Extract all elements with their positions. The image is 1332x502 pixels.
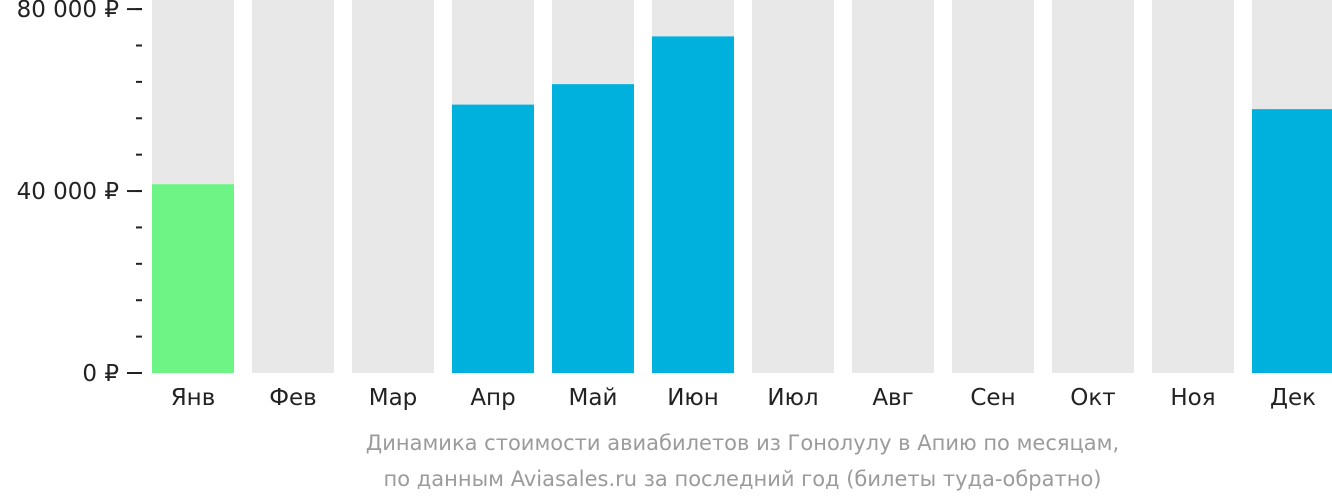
bar-background-10 — [1052, 0, 1134, 373]
bars — [152, 0, 1332, 374]
bar-background-3 — [352, 0, 434, 373]
x-tick-label-10: Окт — [1070, 385, 1115, 411]
x-tick-label-8: Авг — [872, 385, 913, 411]
bar-background-9 — [952, 0, 1034, 373]
bar-12 — [1252, 109, 1332, 374]
bar-background-8 — [852, 0, 934, 373]
bar-background-11 — [1152, 0, 1234, 373]
x-tick-label-2: Фев — [269, 385, 317, 411]
x-tick-label-4: Апр — [470, 385, 515, 411]
x-tick-label-3: Мар — [369, 385, 418, 411]
bar-5 — [552, 84, 634, 373]
bar-background-7 — [752, 0, 834, 373]
bar-6 — [652, 36, 734, 373]
x-tick-label-1: Янв — [171, 385, 216, 411]
y-tick-label-2: 80 000 ₽ — [17, 0, 119, 23]
x-tick-label-9: Сен — [970, 385, 1015, 411]
bar-1 — [152, 184, 234, 373]
y-axis: 0 ₽ 40 000 ₽ 80 000 ₽ — [17, 0, 142, 387]
x-tick-label-11: Ноя — [1170, 385, 1215, 411]
y-tick-label-0: 0 ₽ — [82, 361, 119, 387]
chart-caption-line-2: по данным Aviasales.ru за последний год … — [383, 467, 1102, 491]
x-tick-label-7: Июл — [767, 385, 818, 411]
x-tick-label-5: Май — [569, 385, 618, 411]
bar-background-2 — [252, 0, 334, 373]
x-tick-label-6: Июн — [667, 385, 719, 411]
x-axis-labels: Янв Фев Мар Апр Май Июн Июл Авг Сен Окт Ноя Дек — [171, 385, 1316, 411]
x-tick-label-12: Дек — [1270, 385, 1316, 411]
chart-caption-line-1: Динамика стоимости авиабилетов из Гонолу… — [365, 431, 1120, 455]
bar-4 — [452, 104, 534, 373]
y-tick-label-1: 40 000 ₽ — [17, 179, 119, 205]
